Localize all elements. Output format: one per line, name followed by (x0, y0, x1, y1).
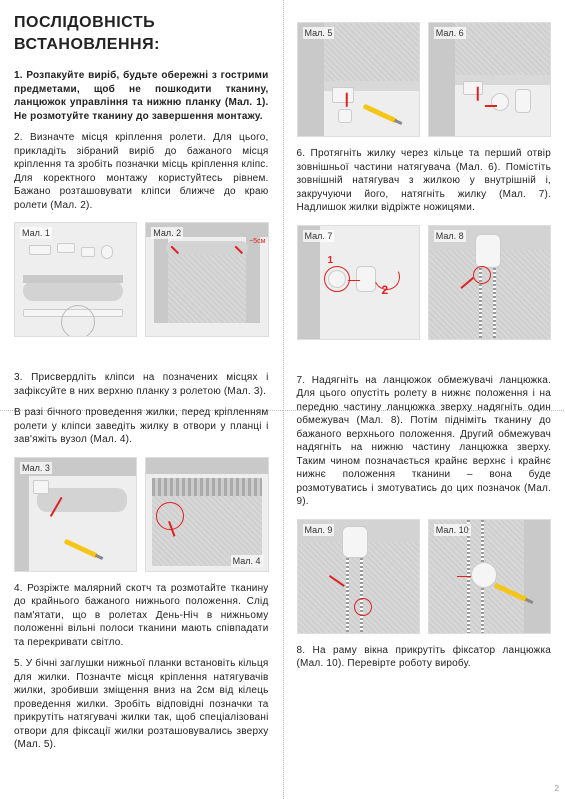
step-8-text: 8. На раму вікна прикрутіть фіксатор лан… (297, 644, 552, 671)
fig-7-label: Мал. 7 (303, 230, 335, 242)
figure-6: Мал. 6 (428, 22, 551, 137)
fig-5-label: Мал. 5 (303, 27, 335, 39)
step-3: 3. Присвердліть кліпси на позначених міс… (14, 371, 269, 447)
fig-row-3-4: Мал. 3 Мал. 4 (14, 457, 269, 572)
figure-2: Мал. 2 ~5см (145, 222, 268, 337)
step-1-2: 1. Розпакуйте виріб, будьте обережні з г… (14, 69, 269, 212)
step-6: 6. Протягніть жилку через кільце та перш… (297, 147, 552, 215)
fig-3-label: Мал. 3 (20, 462, 52, 474)
fig-row-1-2: Мал. 1 Мал. 2 (14, 222, 269, 337)
fig-row-5-6: Мал. 5 Мал. 6 (297, 22, 552, 137)
fig-10-label: Мал. 10 (434, 524, 471, 536)
figure-5: Мал. 5 (297, 22, 420, 137)
page-number: 2 (555, 784, 559, 795)
figure-7: Мал. 7 1 2 (297, 225, 420, 340)
step-6-text: 6. Протягніть жилку через кільце та перш… (297, 147, 552, 215)
figure-4: Мал. 4 (145, 457, 268, 572)
step-2-text: 2. Визначте місця кріплення ролети. Для … (14, 131, 269, 212)
step-7-text: 7. Надягніть на ланцюжок обмежувачі ланц… (297, 374, 552, 509)
fig-4-label: Мал. 4 (231, 555, 263, 567)
step-7: 7. Надягніть на ланцюжок обмежувачі ланц… (297, 374, 552, 509)
right-column: Мал. 5 Мал. 6 (283, 0, 565, 799)
figure-8: Мал. 8 (428, 225, 551, 340)
step-8: 8. На раму вікна прикрутіть фіксатор лан… (297, 644, 552, 671)
fig-9-label: Мал. 9 (303, 524, 335, 536)
fig-1-label: Мал. 1 (20, 227, 52, 239)
page-title: ПОСЛІДОВНІСТЬ ВСТАНОВЛЕННЯ: (14, 12, 269, 55)
step-4-text: 4. Розріжте малярний скотч та розмотайте… (14, 582, 269, 650)
step-1-content: 1. Розпакуйте виріб, будьте обережні з г… (14, 70, 269, 122)
left-column: ПОСЛІДОВНІСТЬ ВСТАНОВЛЕННЯ: 1. Розпакуйт… (0, 0, 283, 799)
fig-6-label: Мал. 6 (434, 27, 466, 39)
fig-row-7-8: Мал. 7 1 2 Мал. 8 (297, 225, 552, 340)
fig-8-label: Мал. 8 (434, 230, 466, 242)
step-5-text: 5. У бічні заглушки нижньої планки встан… (14, 657, 269, 752)
figure-10: Мал. 10 (428, 519, 551, 634)
step-4-5: 4. Розріжте малярний скотч та розмотайте… (14, 582, 269, 752)
fig-2-label: Мал. 2 (151, 227, 183, 239)
page: ПОСЛІДОВНІСТЬ ВСТАНОВЛЕННЯ: 1. Розпакуйт… (0, 0, 565, 799)
step-3b-text: В разі бічного проведення жилки, перед к… (14, 406, 269, 447)
step-1-text: 1. Розпакуйте виріб, будьте обережні з г… (14, 69, 269, 123)
step-3a-text: 3. Присвердліть кліпси на позначених міс… (14, 371, 269, 398)
figure-1: Мал. 1 (14, 222, 137, 337)
fig-row-9-10: Мал. 9 Мал. 10 (297, 519, 552, 634)
figure-9: Мал. 9 (297, 519, 420, 634)
figure-3: Мал. 3 (14, 457, 137, 572)
